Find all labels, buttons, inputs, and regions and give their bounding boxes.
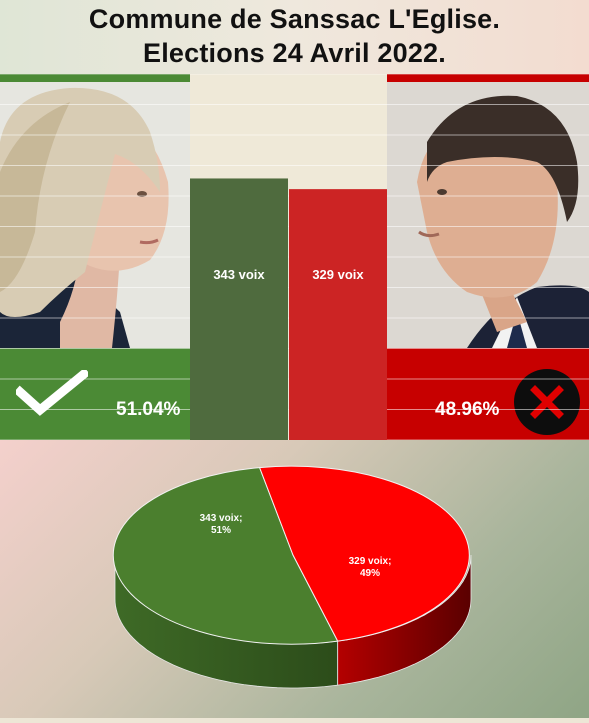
vote-pie-chart: 343 voix; 51% 329 voix; 49% [112,465,472,689]
pie-side-red [337,554,472,686]
left-candidate-photo [0,82,190,348]
page-subtitle: Elections 24 Avril 2022. [143,38,446,68]
bar-label-2: 329 voix [312,267,364,282]
results-panel: 51.04% 48.96% 343 voix 329 voix [0,74,589,440]
pie-section: 343 voix; 51% 329 voix; 49% [0,440,589,718]
right-candidate-photo [387,82,589,348]
bar-1 [190,178,288,440]
pie-label-1: 343 voix; 51% [200,513,243,536]
vote-bar-chart: 343 voix 329 voix [0,74,589,440]
pie-slice-2 [258,465,470,642]
bar-label-1: 343 voix [213,267,265,282]
page-title: Commune de Sanssac L'Eglise. [88,4,501,34]
bar-2 [289,189,387,440]
title-banner: Commune de Sanssac L'Eglise. Elections 2… [0,0,589,74]
pie-slice-1 [112,467,339,645]
pie-label-2: 329 voix; 49% [349,556,392,579]
